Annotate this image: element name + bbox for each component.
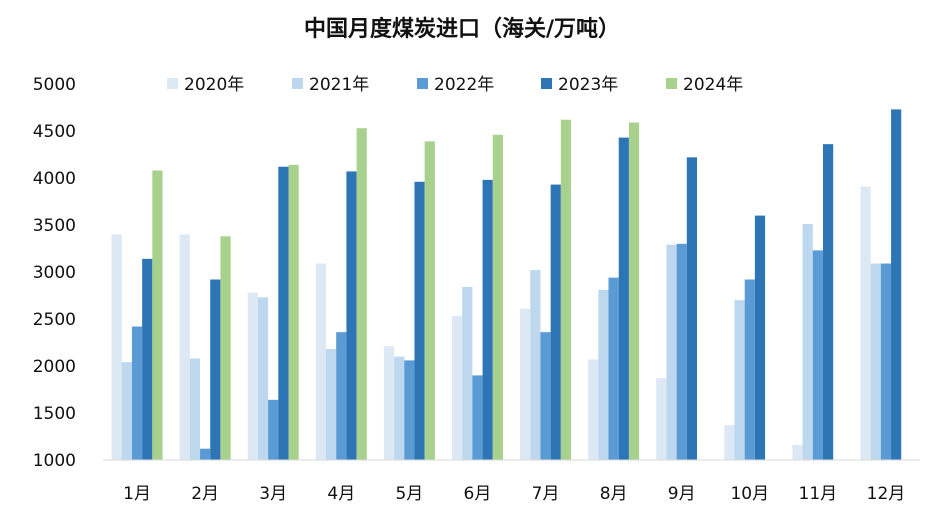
bar — [686, 157, 698, 460]
bar — [394, 356, 405, 460]
bar — [891, 109, 902, 460]
bars — [111, 109, 902, 461]
x-tick-label: 6月 — [464, 484, 492, 504]
y-tick-label: 5000 — [33, 75, 76, 95]
bar — [152, 170, 163, 461]
bar — [676, 243, 687, 460]
bar — [268, 399, 279, 460]
bar — [550, 184, 561, 460]
bar — [472, 375, 483, 460]
bar — [734, 300, 745, 460]
bar — [210, 279, 221, 460]
legend-swatch — [541, 78, 552, 89]
bar — [724, 425, 735, 460]
bar — [451, 316, 463, 460]
x-tick-label: 3月 — [259, 484, 287, 504]
bar — [356, 128, 367, 460]
y-axis: 1000 1500 2000 2500 3000 3500 4000 4500 5000 — [33, 75, 76, 471]
legend-swatch — [292, 78, 303, 89]
legend-label: 2021年 — [309, 75, 369, 95]
bar — [628, 122, 640, 460]
x-tick-label: 5月 — [395, 484, 423, 504]
legend-swatch — [167, 78, 178, 89]
bar — [200, 448, 211, 460]
x-tick-label: 10月 — [730, 484, 769, 504]
bar — [588, 359, 599, 460]
y-tick-label: 3500 — [33, 216, 76, 236]
legend-label: 2022年 — [434, 75, 494, 95]
bar — [492, 134, 503, 460]
legend-label: 2024年 — [683, 75, 743, 95]
x-tick-label: 1月 — [123, 484, 151, 504]
chart-title: 中国月度煤炭进口（海关/万吨） — [304, 16, 620, 42]
bar — [189, 358, 201, 460]
y-tick-label: 1000 — [33, 451, 76, 471]
bar — [598, 289, 609, 460]
chart-legend: 2020年 2021年 2022年 2023年 2024年 — [167, 75, 743, 95]
y-tick-label: 3000 — [33, 263, 76, 283]
bar — [666, 244, 677, 460]
x-axis: 1月 2月 3月 4月 5月 6月 7月 8月 9月 10月 11月 12月 — [103, 459, 920, 504]
bar — [560, 119, 572, 460]
bar — [754, 215, 766, 460]
legend-swatch — [417, 78, 428, 89]
bar — [247, 292, 258, 460]
bar — [530, 270, 541, 460]
bar — [121, 362, 132, 460]
bar — [383, 346, 395, 460]
legend-label: 2023年 — [558, 75, 618, 95]
y-tick-label: 2000 — [33, 357, 76, 377]
y-tick-label: 4500 — [33, 122, 76, 142]
bar — [142, 258, 153, 460]
bar — [618, 137, 629, 460]
x-tick-label: 11月 — [799, 484, 838, 504]
bar — [315, 263, 326, 460]
x-tick-label: 2月 — [191, 484, 219, 504]
bar — [131, 326, 143, 460]
bar — [880, 263, 892, 460]
bar — [860, 186, 871, 460]
bar — [179, 234, 190, 460]
bar — [802, 224, 813, 460]
bar — [325, 349, 337, 460]
bar — [288, 164, 299, 460]
bar — [462, 287, 473, 460]
y-tick-label: 2500 — [33, 310, 76, 330]
bar — [608, 277, 619, 460]
legend-swatch — [666, 78, 677, 89]
bar — [414, 181, 425, 460]
bar — [870, 263, 881, 460]
bar — [404, 360, 415, 460]
bar — [278, 166, 289, 460]
x-tick-label: 12月 — [867, 484, 906, 504]
bar — [656, 378, 667, 460]
bar — [812, 250, 823, 460]
bar — [540, 332, 551, 460]
x-tick-label: 8月 — [600, 484, 628, 504]
bar — [822, 144, 834, 460]
x-tick-label: 9月 — [668, 484, 696, 504]
bar — [792, 444, 803, 460]
bar — [111, 234, 122, 460]
bar — [220, 236, 231, 460]
legend-label: 2020年 — [184, 75, 244, 95]
y-tick-label: 4000 — [33, 169, 76, 189]
x-tick-label: 7月 — [532, 484, 560, 504]
bar — [336, 332, 347, 460]
bar — [424, 141, 435, 460]
bar — [346, 171, 357, 461]
bar — [520, 308, 531, 460]
bar — [744, 279, 755, 460]
y-tick-label: 1500 — [33, 404, 76, 424]
x-tick-label: 4月 — [327, 484, 355, 504]
bar — [257, 297, 269, 460]
bar — [482, 179, 493, 460]
